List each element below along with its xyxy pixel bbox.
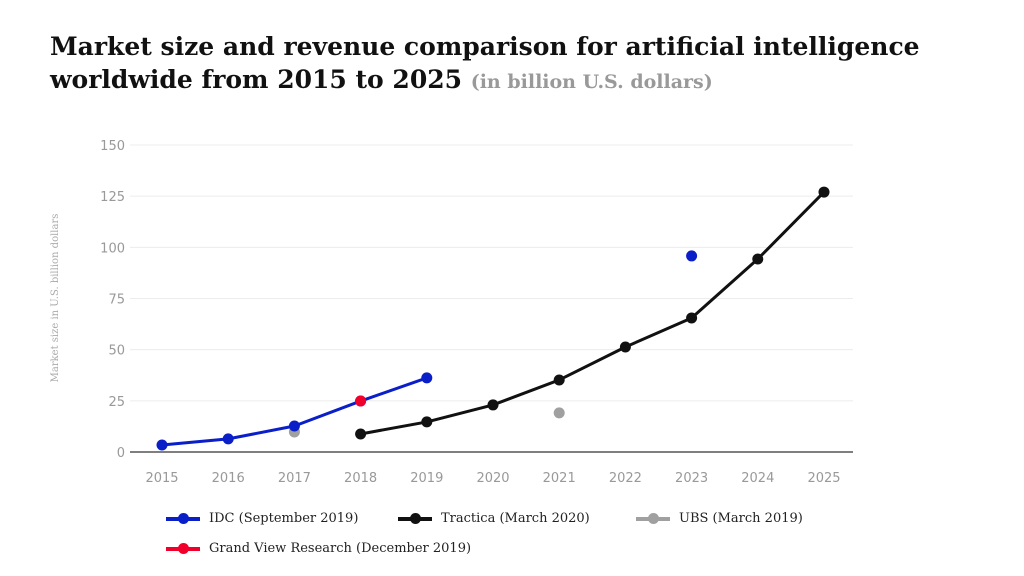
x-tick-label: 2023 bbox=[675, 471, 708, 486]
x-tick-label: 2020 bbox=[476, 471, 509, 486]
legend-swatch bbox=[636, 512, 670, 524]
legend-item-ubs[interactable]: UBS (March 2019) bbox=[636, 511, 803, 526]
data-point bbox=[818, 186, 830, 198]
data-point bbox=[619, 341, 631, 353]
y-tick-label: 125 bbox=[100, 190, 125, 205]
legend-swatch bbox=[166, 542, 200, 554]
legend-swatch bbox=[398, 512, 432, 524]
data-point bbox=[421, 372, 433, 384]
data-point bbox=[355, 428, 367, 440]
y-axis-label: Market size in U.S. billion dollars bbox=[50, 214, 61, 383]
y-tick-label: 0 bbox=[117, 446, 125, 461]
data-point bbox=[487, 399, 499, 411]
legend-item-tractica[interactable]: Tractica (March 2020) bbox=[398, 511, 590, 526]
legend-label: UBS (March 2019) bbox=[679, 511, 803, 526]
data-point bbox=[421, 416, 433, 428]
data-point bbox=[222, 433, 234, 445]
legend-label: Tractica (March 2020) bbox=[441, 511, 590, 526]
data-point bbox=[553, 374, 565, 386]
x-tick-label: 2018 bbox=[344, 471, 377, 486]
x-tick-label: 2016 bbox=[212, 471, 245, 486]
data-point bbox=[156, 439, 168, 451]
x-tick-label: 2021 bbox=[543, 471, 576, 486]
title-text: Market size and revenue comparison for a… bbox=[50, 32, 920, 94]
legend-item-grand-view[interactable]: Grand View Research (December 2019) bbox=[166, 541, 471, 556]
y-tick-label: 25 bbox=[108, 395, 125, 410]
chart-subtitle: (in billion U.S. dollars) bbox=[470, 71, 713, 93]
data-point bbox=[355, 395, 367, 407]
legend-label: Grand View Research (December 2019) bbox=[209, 541, 472, 556]
y-tick-label: 150 bbox=[100, 139, 125, 154]
data-point bbox=[288, 420, 300, 432]
legend-label: IDC (September 2019) bbox=[209, 511, 359, 526]
x-tick-label: 2022 bbox=[609, 471, 642, 486]
y-tick-label: 75 bbox=[108, 293, 125, 308]
y-tick-label: 100 bbox=[100, 241, 125, 256]
x-tick-label: 2015 bbox=[145, 471, 178, 486]
data-point bbox=[752, 253, 764, 265]
chart-title: Market size and revenue comparison for a… bbox=[50, 30, 1000, 99]
data-point bbox=[686, 312, 698, 324]
data-point bbox=[553, 407, 565, 419]
data-point bbox=[686, 250, 698, 262]
x-tick-label: 2025 bbox=[807, 471, 840, 486]
legend-item-idc[interactable]: IDC (September 2019) bbox=[166, 511, 358, 526]
y-tick-label: 50 bbox=[108, 344, 125, 359]
x-tick-label: 2024 bbox=[741, 471, 774, 486]
x-tick-label: 2017 bbox=[278, 471, 311, 486]
legend-swatch bbox=[166, 512, 200, 524]
x-tick-label: 2019 bbox=[410, 471, 443, 486]
series-line bbox=[360, 191, 826, 436]
